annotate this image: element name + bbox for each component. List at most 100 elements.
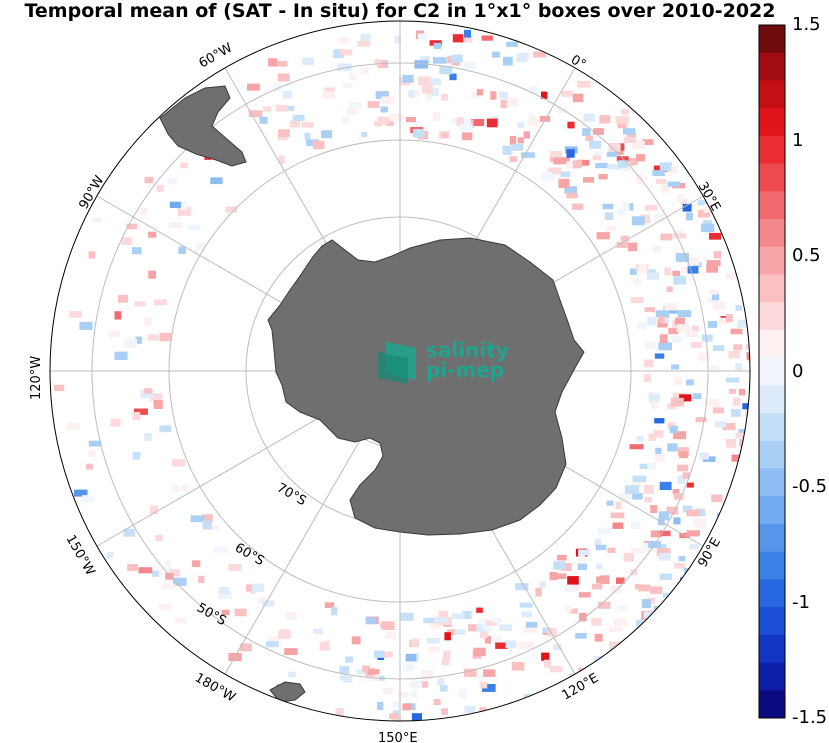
colorbar-segment: [759, 191, 785, 220]
grid-box: [389, 113, 403, 122]
grid-box: [392, 700, 400, 707]
grid-box: [681, 266, 689, 274]
grid-box: [523, 131, 530, 139]
colorbar-segment: [759, 523, 785, 553]
grid-box: [660, 544, 667, 551]
grid-box: [682, 472, 690, 479]
grid-box: [144, 388, 152, 394]
grid-box: [154, 299, 167, 306]
colorbar-segment: [759, 135, 785, 165]
grid-box: [679, 451, 688, 459]
grid-box: [360, 33, 371, 42]
grid-box: [312, 140, 325, 150]
grid-box: [625, 485, 640, 494]
grid-box: [447, 629, 456, 635]
grid-box: [686, 482, 694, 488]
grid-box: [691, 393, 702, 400]
grid-box: [660, 316, 670, 324]
grid-box: [173, 577, 187, 586]
grid-box: [171, 459, 186, 467]
grid-box: [567, 576, 579, 585]
grid-box: [631, 216, 645, 226]
grid-box: [147, 334, 159, 341]
grid-box: [610, 512, 625, 519]
grid-box: [618, 160, 628, 168]
grid-box: [703, 220, 712, 226]
grid-box: [278, 155, 285, 164]
grid-box: [432, 57, 447, 64]
grid-box: [491, 51, 500, 58]
colorbar-segment: [759, 579, 785, 608]
grid-box: [411, 713, 422, 721]
grid-box: [506, 41, 518, 47]
grid-box: [261, 600, 275, 607]
grid-box: [566, 161, 579, 169]
grid-box: [322, 91, 335, 99]
grid-box: [365, 617, 377, 625]
grid-box: [705, 398, 720, 407]
grid-box: [612, 522, 624, 529]
grid-box: [426, 94, 432, 101]
grid-box: [647, 462, 656, 470]
grid-box: [609, 626, 623, 632]
grid-box: [593, 150, 603, 156]
grid-box: [463, 118, 471, 127]
grid-box: [440, 685, 448, 692]
grid-box: [451, 613, 465, 619]
grid-box: [659, 162, 672, 171]
grid-box: [636, 435, 644, 442]
grid-box: [682, 505, 693, 513]
colorbar-tick-label: -1: [792, 591, 810, 613]
grid-box: [171, 485, 180, 492]
grid-box: [433, 699, 441, 705]
grid-box: [292, 114, 305, 121]
grid-box: [127, 564, 138, 571]
grid-box: [632, 475, 647, 483]
grid-box: [278, 129, 290, 137]
grid-box: [726, 438, 737, 448]
grid-box: [660, 233, 673, 241]
grid-box: [177, 207, 191, 216]
grid-box: [711, 292, 719, 301]
grid-box: [606, 226, 616, 232]
logo-icon: [378, 342, 416, 384]
grid-box: [196, 242, 205, 250]
grid-box: [636, 619, 643, 628]
grid-box: [685, 257, 699, 265]
grid-box: [701, 334, 713, 342]
grid-box: [650, 586, 662, 594]
grid-box: [426, 638, 440, 644]
grid-box: [630, 569, 637, 576]
grid-box: [592, 155, 601, 161]
grid-box: [535, 587, 542, 597]
colorbar-frame: [758, 24, 786, 719]
grid-box: [648, 433, 656, 441]
grid-box: [430, 88, 439, 97]
grid-box: [471, 119, 485, 127]
grid-box: [247, 83, 260, 91]
grid-box: [632, 140, 645, 149]
grid-box: [620, 235, 629, 242]
logo-word-salinity: salinity: [426, 338, 509, 362]
grid-box: [677, 464, 689, 472]
grid-box: [461, 611, 472, 619]
grid-box: [339, 49, 353, 56]
colorbar-segment: [759, 690, 785, 719]
grid-box: [481, 35, 493, 41]
grid-box: [667, 403, 677, 410]
grid-box: [486, 620, 498, 626]
colorbar-segment: [759, 468, 785, 497]
grid-box: [668, 328, 679, 335]
colorbar-segment: [759, 163, 785, 192]
lon-label-120w: 120°W: [29, 356, 44, 400]
grid-box: [463, 668, 477, 677]
grid-box: [658, 316, 665, 323]
grid-box: [578, 592, 591, 598]
grid-box: [671, 364, 679, 370]
grid-box: [617, 119, 627, 129]
grid-box: [657, 319, 668, 328]
grid-box: [410, 691, 418, 698]
grid-box: [677, 475, 685, 484]
grid-box: [276, 60, 288, 67]
grid-box: [677, 310, 692, 318]
